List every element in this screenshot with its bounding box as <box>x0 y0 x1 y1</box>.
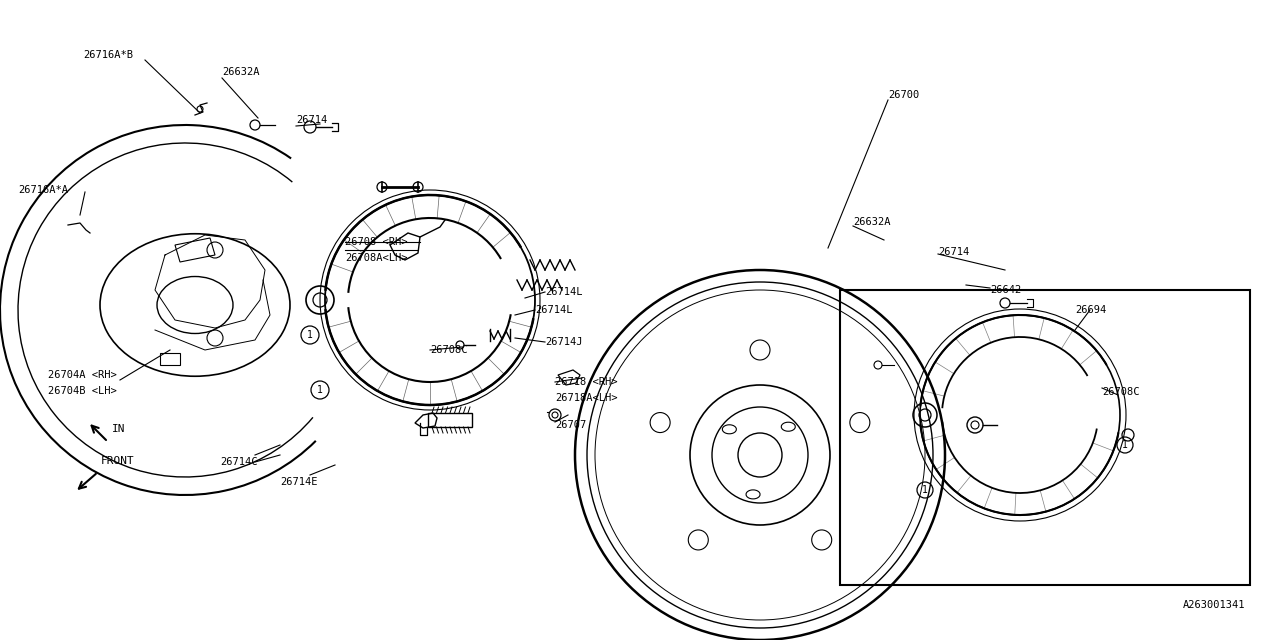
Text: 26714: 26714 <box>296 115 328 125</box>
Text: 26700: 26700 <box>888 90 919 100</box>
Text: 1: 1 <box>307 330 312 340</box>
Text: 26704A <RH>: 26704A <RH> <box>49 370 116 380</box>
Text: 26708C: 26708C <box>430 345 467 355</box>
Text: 26642: 26642 <box>989 285 1021 295</box>
Bar <box>160 353 180 365</box>
Text: FRONT: FRONT <box>101 456 134 466</box>
Text: 26718 <RH>: 26718 <RH> <box>556 377 617 387</box>
Text: 26714L: 26714L <box>535 305 572 315</box>
Text: 26714: 26714 <box>938 247 969 257</box>
Text: 26708C: 26708C <box>1102 387 1139 397</box>
Text: 26694: 26694 <box>1075 305 1106 315</box>
Text: 26714E: 26714E <box>280 477 317 487</box>
Text: IN: IN <box>113 424 125 434</box>
Text: 1: 1 <box>317 385 323 395</box>
Text: 26708 <RH>: 26708 <RH> <box>346 237 407 247</box>
Text: 26714J: 26714J <box>545 337 582 347</box>
Text: 26716A*A: 26716A*A <box>18 185 68 195</box>
Text: 26714C: 26714C <box>220 457 257 467</box>
Text: 26714L: 26714L <box>545 287 582 297</box>
Text: 26716A*B: 26716A*B <box>83 50 133 60</box>
Text: 1: 1 <box>922 485 928 495</box>
Text: 26704B <LH>: 26704B <LH> <box>49 386 116 396</box>
Text: 26708A<LH>: 26708A<LH> <box>346 253 407 263</box>
Text: 26718A<LH>: 26718A<LH> <box>556 393 617 403</box>
Text: A263001341: A263001341 <box>1183 600 1245 610</box>
Bar <box>428 413 472 427</box>
Text: 26632A: 26632A <box>852 217 891 227</box>
Text: 1: 1 <box>1123 440 1128 450</box>
Bar <box>840 290 1251 585</box>
Text: 26632A: 26632A <box>221 67 260 77</box>
Text: 26707: 26707 <box>556 420 586 430</box>
